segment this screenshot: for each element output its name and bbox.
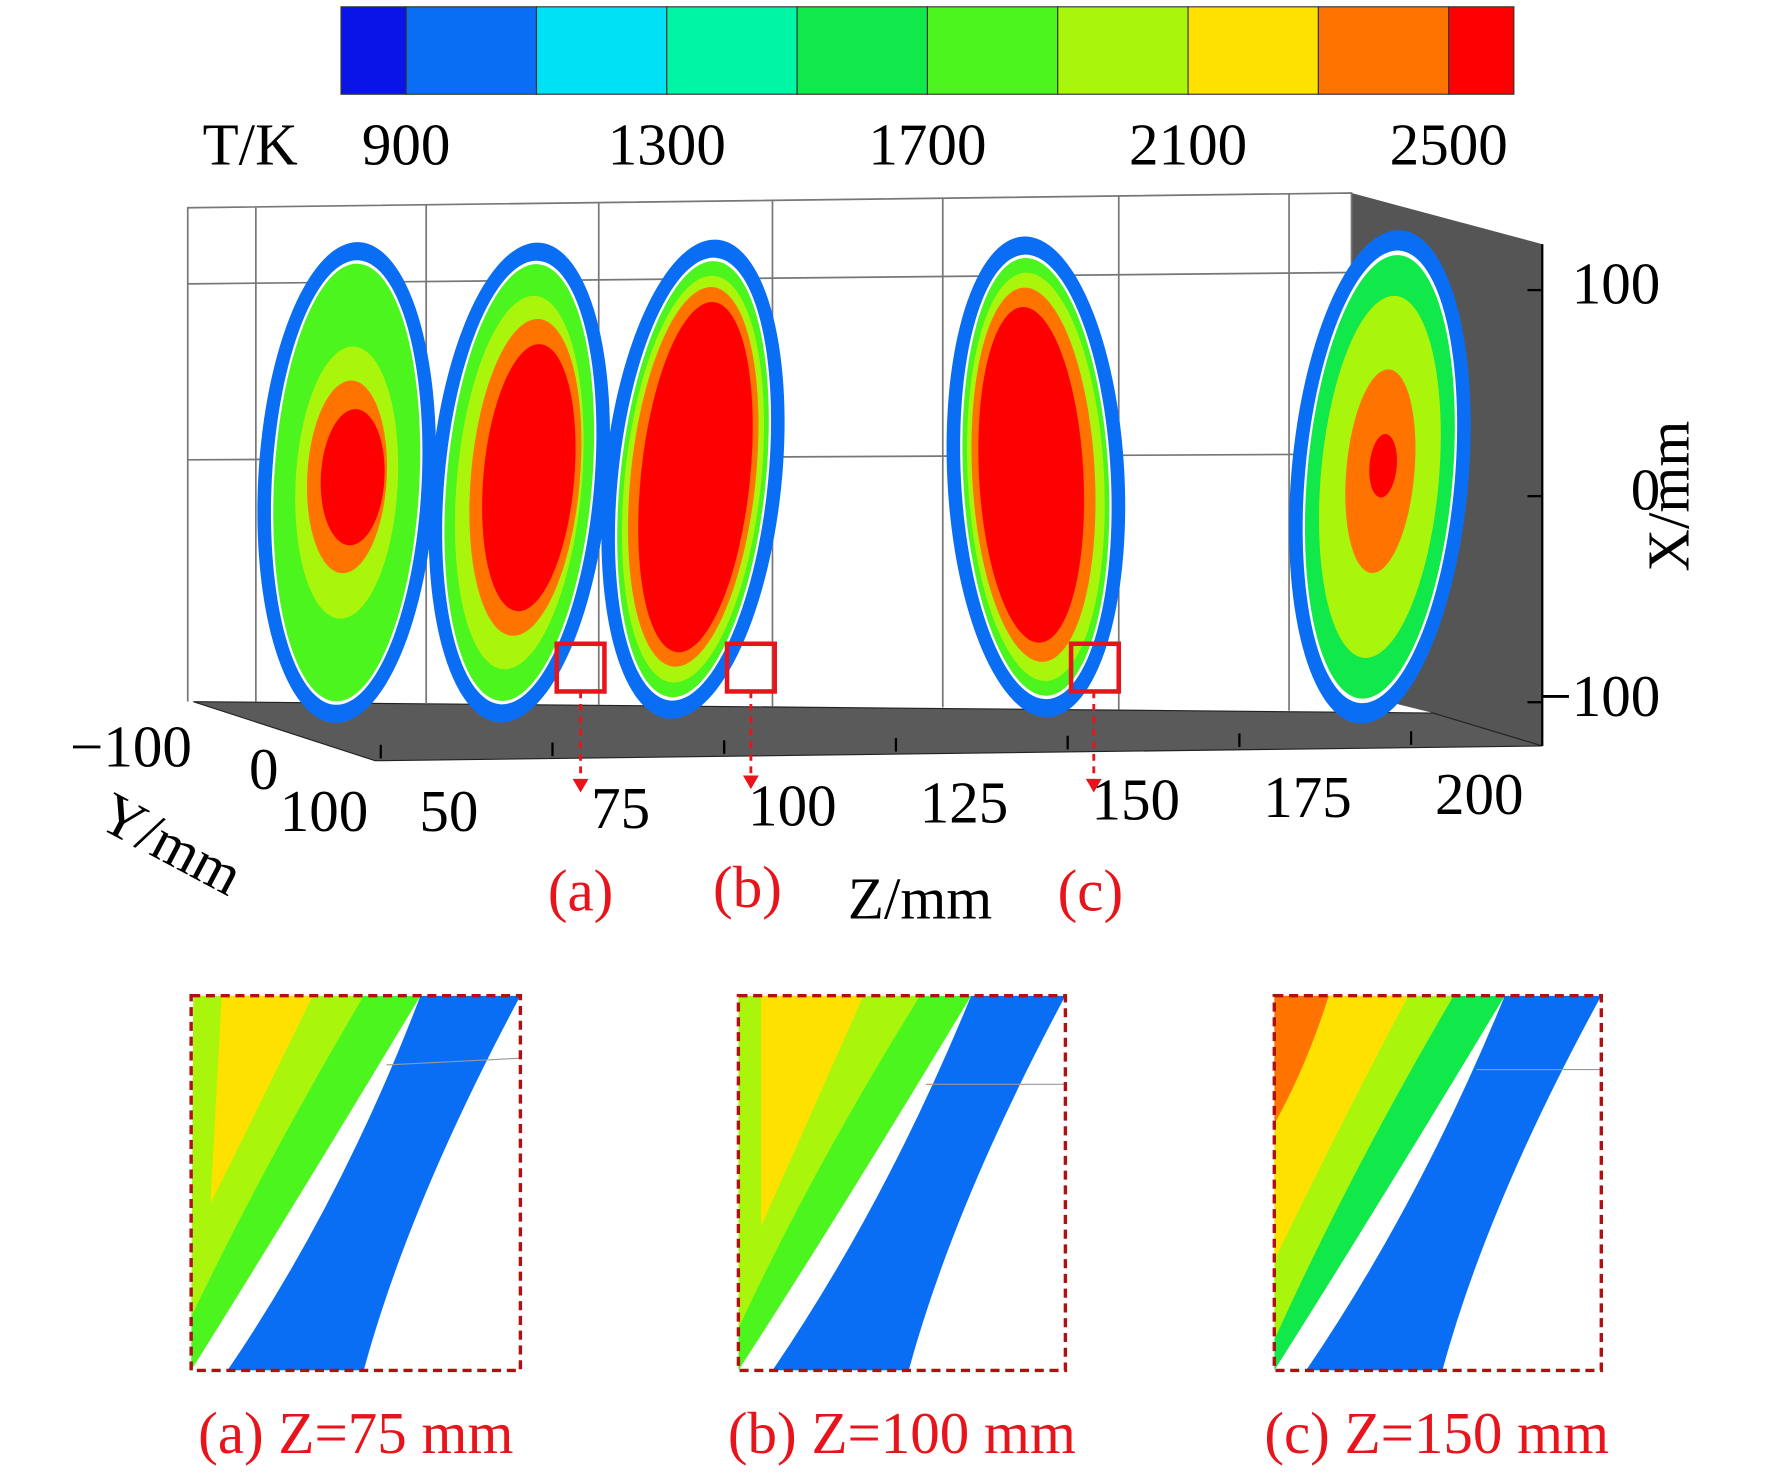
colorbar-band <box>796 6 929 95</box>
z-tick-label: 150 <box>1092 767 1181 833</box>
colorbar-band <box>1057 6 1189 95</box>
colorbar-band <box>926 6 1059 95</box>
inset-caption: (c) Z=150 mm <box>1264 1400 1609 1466</box>
slice <box>257 242 437 723</box>
inset-caption: (a) Z=75 mm <box>198 1400 513 1466</box>
insets <box>189 994 1603 1373</box>
inset-caption: (b) Z=100 mm <box>728 1400 1076 1466</box>
colorbar-band <box>340 6 407 95</box>
z-tick-label: 175 <box>1263 764 1352 830</box>
colorbar-band <box>1187 6 1319 95</box>
colorbar-band <box>666 6 798 95</box>
y-tick-label: −100 <box>70 713 192 779</box>
annotation: (c) <box>1058 858 1124 924</box>
colorbar-band <box>1448 6 1515 95</box>
temperature-slices <box>257 230 1471 724</box>
z-tick-label: 200 <box>1435 761 1524 827</box>
inset <box>1274 995 1602 1371</box>
colorbar-tick-label: 2100 <box>1129 112 1247 178</box>
y-axis-label: Y/mm <box>89 779 253 908</box>
colorbar-tick-label: 1700 <box>868 112 986 178</box>
x-tick-label: 0 <box>1631 457 1661 523</box>
inset <box>191 995 521 1371</box>
colorbar-tick-label: 2500 <box>1390 112 1508 178</box>
zoom-markers <box>554 641 1122 793</box>
x-axis-label: X/mm <box>1636 421 1702 572</box>
colorbar-band <box>1317 6 1450 95</box>
slice <box>601 239 785 719</box>
slice <box>428 242 610 723</box>
z-tick-label: 75 <box>591 775 650 841</box>
colorbar-band <box>405 6 538 95</box>
x-tick-label: −100 <box>1539 663 1661 729</box>
colorbar-tick-label: 1300 <box>608 112 726 178</box>
z-tick-label: 50 <box>419 778 478 844</box>
annotation: (a) <box>548 858 614 924</box>
z-tick-label: 125 <box>920 770 1009 836</box>
slice <box>946 236 1126 718</box>
inset <box>738 995 1066 1371</box>
slice <box>1289 230 1471 724</box>
y-tick-label: 0 <box>249 736 279 802</box>
z-tick-label: 100 <box>748 772 837 838</box>
colorbar-label: T/K <box>203 112 298 178</box>
colorbar-tick-label: 900 <box>362 112 451 178</box>
y-tick-label: 100 <box>280 778 369 844</box>
x-tick-label: 100 <box>1572 251 1661 317</box>
z-axis-label: Z/mm <box>848 865 992 931</box>
colorbar-band <box>535 6 668 95</box>
annotation: (b) <box>713 854 782 920</box>
